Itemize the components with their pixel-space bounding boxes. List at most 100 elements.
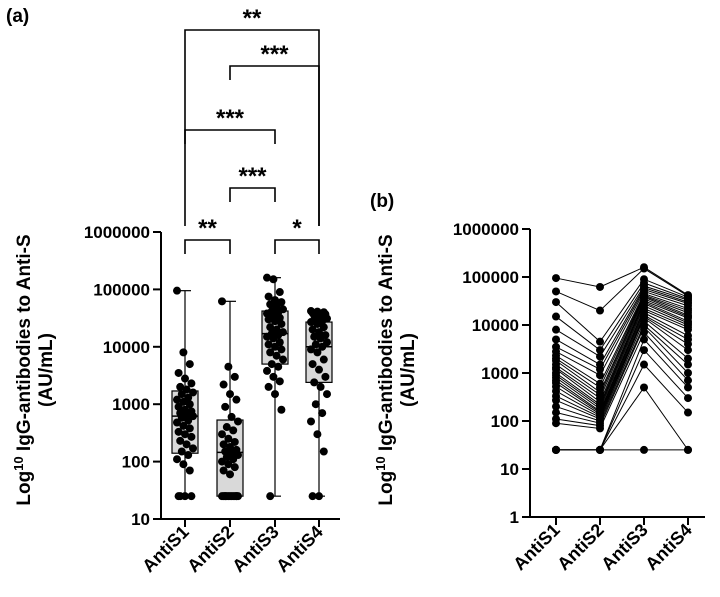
data-point [226, 390, 234, 399]
data-point [224, 434, 233, 443]
data-point [221, 492, 230, 501]
data-point [319, 355, 328, 364]
data-point [684, 394, 692, 403]
data-point [310, 332, 319, 341]
data-point [684, 408, 692, 417]
data-point [310, 378, 319, 387]
data-point [307, 345, 315, 354]
x-tick-label: AntiS2 [183, 522, 237, 576]
x-tick-label: AntiS1 [138, 522, 192, 576]
x-tick-label: AntiS4 [272, 522, 326, 576]
data-point [185, 360, 194, 369]
data-point [229, 426, 238, 435]
y-axis-label: Log10 IgG-antibodies to Anti-S [11, 234, 35, 505]
paired-line [555, 331, 689, 429]
data-point [182, 440, 191, 449]
data-point [318, 342, 327, 351]
paired-line [555, 315, 689, 418]
data-point [173, 418, 181, 427]
data-point [596, 346, 604, 355]
data-point [227, 412, 236, 421]
paired-line [555, 317, 689, 420]
data-point [640, 383, 648, 392]
data-point [174, 427, 183, 436]
y-tick-label: 1000000 [453, 220, 519, 239]
paired-line [555, 285, 689, 358]
y-axis-label-main: IgG-antibodies to Anti-S [376, 234, 397, 456]
data-point [311, 400, 320, 409]
paired-line [555, 301, 689, 406]
data-point [185, 424, 194, 433]
x-tick-label: AntiS2 [553, 520, 607, 574]
data-point [269, 275, 278, 284]
data-point [269, 334, 278, 343]
data-point [640, 335, 648, 344]
data-point [189, 444, 197, 453]
x-tick-label: AntiS4 [641, 520, 695, 574]
data-point [596, 337, 604, 346]
data-point [184, 451, 193, 460]
data-point [552, 408, 560, 417]
data-point [269, 372, 278, 381]
panel-label-b: (b) [370, 191, 394, 212]
data-point [315, 492, 323, 501]
y-tick-label: 10 [500, 460, 519, 479]
data-point [179, 348, 188, 357]
data-point [174, 368, 183, 377]
data-point [185, 466, 194, 475]
significance-label: *** [260, 41, 289, 68]
data-point [277, 405, 286, 414]
data-point [596, 371, 604, 380]
data-point [552, 396, 560, 405]
data-point [313, 430, 322, 439]
y-tick-label: 10 [131, 510, 150, 529]
data-point [234, 417, 242, 426]
y-axis-units: (AU/mL) [36, 333, 57, 407]
y-tick-label: 100000 [93, 280, 150, 299]
data-point [226, 470, 234, 479]
data-point [311, 340, 320, 349]
paired-line [555, 290, 689, 376]
data-point [177, 390, 186, 399]
data-point [315, 365, 323, 374]
significance-bracket [229, 187, 276, 202]
paired-line [555, 309, 689, 414]
paired-line [555, 312, 689, 415]
data-point [316, 334, 325, 343]
data-point [219, 440, 228, 449]
data-point [552, 419, 560, 428]
paired-line [555, 267, 689, 312]
data-point [640, 360, 648, 369]
panel-label-a: (a) [6, 6, 29, 27]
y-tick-label: 100 [491, 412, 519, 431]
data-point [319, 447, 328, 456]
data-point [684, 445, 692, 454]
paired-line [555, 287, 689, 366]
data-point [184, 416, 193, 425]
data-point [173, 286, 181, 295]
data-point [552, 274, 560, 283]
data-point [279, 355, 287, 364]
data-point [308, 360, 317, 369]
data-point [221, 402, 230, 411]
data-point [218, 430, 226, 439]
data-point [313, 348, 322, 357]
data-point [321, 372, 330, 381]
data-point [229, 455, 238, 464]
data-point [181, 374, 189, 383]
data-point [176, 492, 185, 501]
data-point [316, 382, 325, 391]
data-point [189, 388, 197, 397]
data-point [272, 351, 281, 360]
paired-line [555, 294, 689, 389]
data-point [224, 460, 233, 469]
y-tick-label: 10000 [103, 338, 150, 357]
data-point [271, 342, 279, 351]
data-point [640, 328, 648, 337]
data-point [218, 297, 226, 306]
paired-line [555, 293, 689, 385]
data-point [307, 417, 315, 426]
data-point [179, 421, 188, 430]
